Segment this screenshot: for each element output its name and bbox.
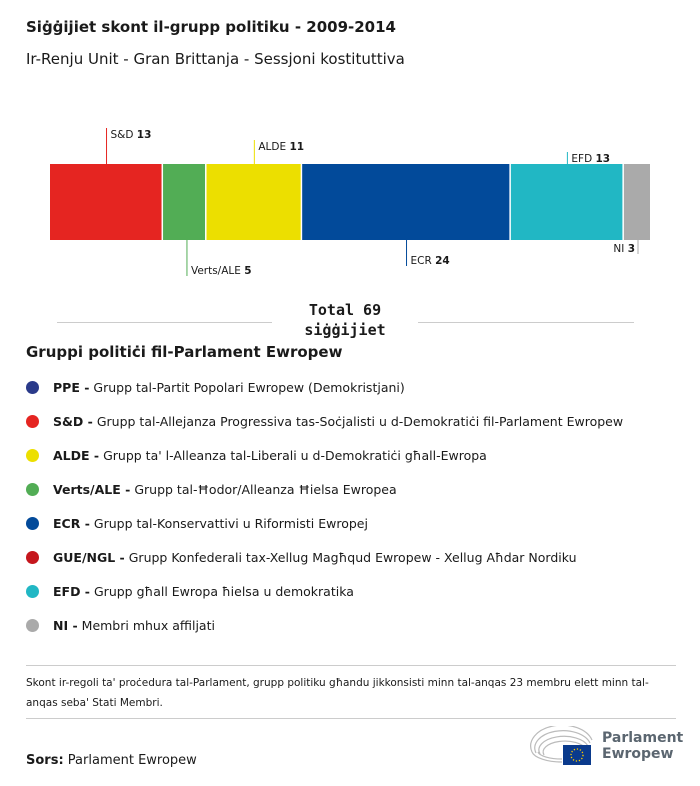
data-label: ALDE 11 <box>258 141 304 153</box>
source-value: Parlament Ewropew <box>67 753 197 768</box>
ep-logo: Parlament Ewropew <box>528 726 683 766</box>
bar-ecr <box>302 164 510 240</box>
legend-abbr: GUE/NGL - <box>53 549 125 565</box>
total-label: Total 69 siġġijiet <box>304 301 386 339</box>
data-label: EFD 13 <box>571 153 610 165</box>
stacked-bar-chart: S&D 13 Verts/ALE 5 ALDE 11 ECR 24 EFD 13 NI 3 <box>50 128 650 277</box>
legend-name: Grupp għall Ewropa ħielsa u demokratika <box>94 583 354 599</box>
legend-name: Grupp tal-Konservattivi u Riformisti Ewr… <box>93 515 368 531</box>
divider <box>26 718 676 719</box>
divider <box>26 665 676 666</box>
legend-item: ECR - Grupp tal-Konservattivi u Riformist… <box>26 506 623 540</box>
logo-line1: Parlament <box>602 730 684 746</box>
eu-flag-icon <box>563 745 591 765</box>
legend-dot-icon <box>26 482 39 496</box>
legend-dot-icon <box>26 380 39 394</box>
data-label: NI 3 <box>613 243 635 255</box>
legend-abbr: EFD - <box>53 583 90 599</box>
data-label: S&D 13 <box>111 129 152 141</box>
legend-name: Grupp ta' l-Alleanza tal-Liberali u d-De… <box>103 447 487 463</box>
divider <box>418 322 634 323</box>
legend-dot-icon <box>26 414 39 428</box>
footnote: Skont ir-regoli ta' proċedura tal-Parlam… <box>26 677 649 709</box>
legend-item: GUE/NGL - Grupp Konfederali tax-Xellug Ma… <box>26 540 623 574</box>
chart-title: Siġġijiet skont il-grupp politiku - 2009… <box>26 18 396 36</box>
legend-dot-icon <box>26 584 39 598</box>
legend-item: NI - Membri mhux affiljati <box>26 608 623 642</box>
chart-subtitle: Ir-Renju Unit - Gran Brittanja - Sessjon… <box>26 50 405 68</box>
legend-dot-icon <box>26 618 39 632</box>
legend-item: EFD - Grupp għall Ewropa ħielsa u demokra… <box>26 574 623 608</box>
legend-abbr: S&D - <box>53 413 93 429</box>
legend-abbr: PPE - <box>53 379 90 395</box>
logo-line2: Ewropew <box>602 746 674 762</box>
legend-name: Membri mhux affiljati <box>81 617 215 633</box>
legend-abbr: ALDE - <box>53 447 100 463</box>
legend-item: ALDE - Grupp ta' l-Alleanza tal-Liberali … <box>26 438 623 472</box>
source: Sors: Parlament Ewropew <box>26 753 197 768</box>
legend-item: PPE - Grupp tal-Partit Popolari Ewropew (… <box>26 370 623 404</box>
legend-abbr: ECR - <box>53 515 90 531</box>
legend-name: Grupp Konfederali tax-Xellug Magħqud Ewr… <box>128 549 577 565</box>
legend-dot-icon <box>26 550 39 564</box>
legend-abbr: Verts/ALE - <box>53 481 131 497</box>
bar-sd <box>50 164 162 240</box>
divider <box>57 322 272 323</box>
legend-dot-icon <box>26 448 39 462</box>
legend-name: Grupp tal-Ħodor/Alleanza Ħielsa Ewropea <box>134 481 397 497</box>
legend-abbr: NI - <box>53 617 78 633</box>
data-label: Verts/ALE 5 <box>191 265 252 277</box>
bar-vertsale <box>163 164 206 240</box>
bar-alde <box>206 164 301 240</box>
legend-item: S&D - Grupp tal-Allejanza Progressiva tas… <box>26 404 623 438</box>
bar-ni <box>623 164 650 240</box>
legend: PPE - Grupp tal-Partit Popolari Ewropew (… <box>26 370 623 642</box>
legend-name: Grupp tal-Allejanza Progressiva tas-Soċj… <box>96 413 624 429</box>
source-label: Sors: <box>26 753 64 768</box>
legend-title: Gruppi politiċi fil-Parlament Ewropew <box>26 343 343 361</box>
legend-item: Verts/ALE - Grupp tal-Ħodor/Alleanza Ħiel… <box>26 472 623 506</box>
legend-name: Grupp tal-Partit Popolari Ewropew (Demok… <box>93 379 405 395</box>
bar-efd <box>510 164 623 240</box>
legend-dot-icon <box>26 516 39 530</box>
parliament-hemicycle-icon <box>530 726 593 765</box>
data-label: ECR 24 <box>411 255 450 267</box>
